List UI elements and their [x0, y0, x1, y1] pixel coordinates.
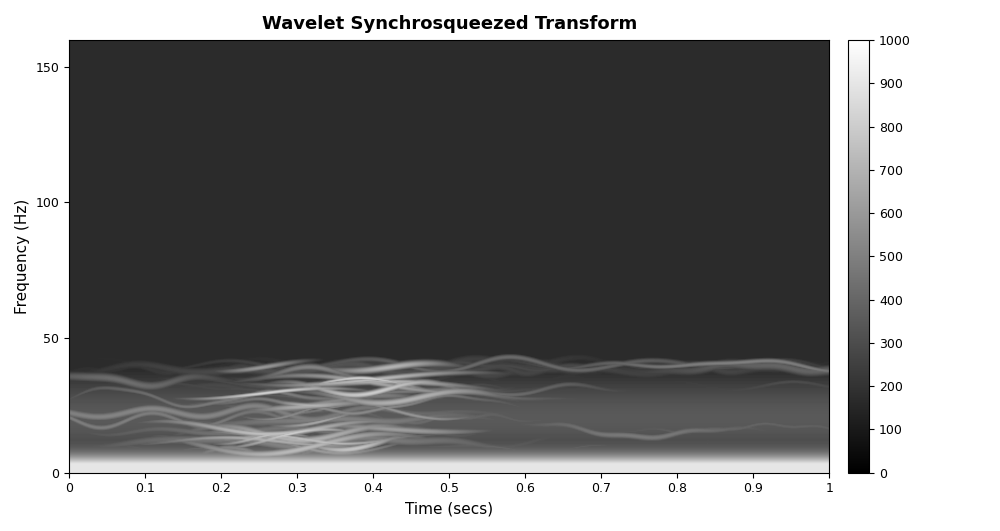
- Y-axis label: Frequency (Hz): Frequency (Hz): [15, 199, 30, 314]
- Title: Wavelet Synchrosqueezed Transform: Wavelet Synchrosqueezed Transform: [262, 15, 637, 33]
- X-axis label: Time (secs): Time (secs): [405, 501, 493, 516]
